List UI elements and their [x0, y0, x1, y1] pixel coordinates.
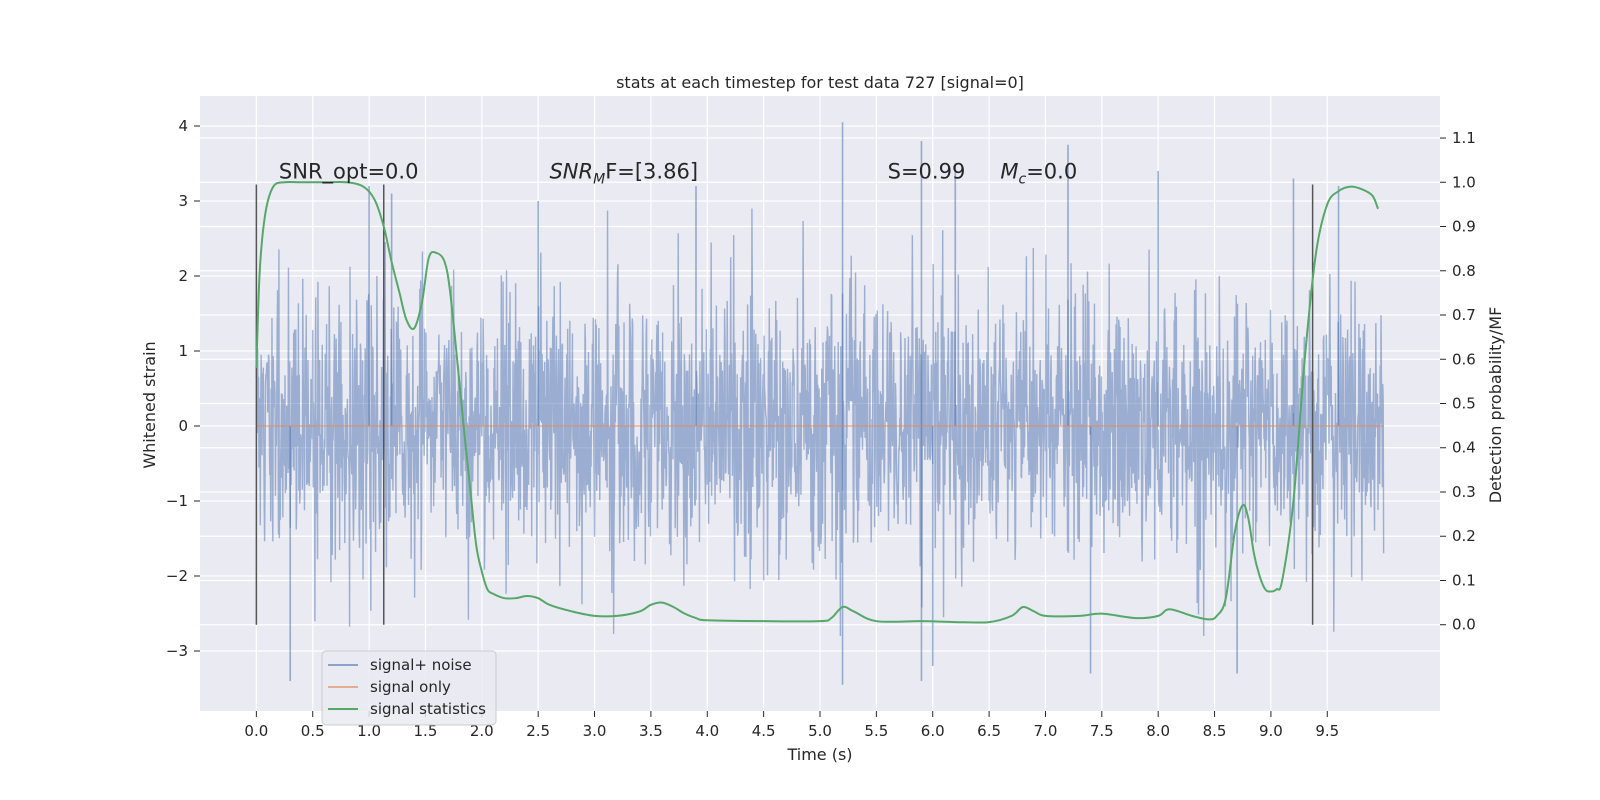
x-tick-label: 8.5	[1203, 722, 1227, 740]
legend-box	[321, 650, 497, 726]
annotation-text: SNRMF=[3.86]	[549, 160, 698, 188]
y2-tick-label: 0.4	[1452, 439, 1476, 457]
y2-axis-label: Detection probability/MF	[1486, 307, 1505, 504]
x-tick-label: 5.0	[808, 722, 832, 740]
y-axis-ticks: −3 −2 −1 0 1 2 3 4	[166, 117, 200, 660]
y-tick-label: 0	[178, 417, 188, 435]
y-tick-label: −2	[166, 567, 188, 585]
x-tick-label: 0.0	[244, 722, 268, 740]
legend-label: signal statistics	[370, 700, 486, 718]
x-tick-label: 1.0	[357, 722, 381, 740]
signal-plus-noise-series	[255, 122, 1385, 685]
y-tick-label: −3	[166, 642, 188, 660]
annotation-text: Mc=0.0	[1000, 160, 1077, 188]
y2-tick-label: 0.1	[1452, 571, 1476, 589]
x-tick-label: 0.5	[301, 722, 325, 740]
x-tick-label: 4.0	[695, 722, 719, 740]
y-tick-label: −1	[166, 492, 188, 510]
x-tick-label: 8.0	[1146, 722, 1170, 740]
annotation-text: S=0.99	[888, 160, 966, 184]
chart-title: stats at each timestep for test data 727…	[616, 73, 1024, 92]
x-tick-label: 1.5	[414, 722, 438, 740]
x-tick-label: 9.0	[1259, 722, 1283, 740]
x-tick-label: 3.0	[583, 722, 607, 740]
x-tick-label: 6.5	[977, 722, 1001, 740]
annotations: SNR_opt=0.0 SNRMF=[3.86] S=0.99 Mc=0.0	[279, 160, 1077, 188]
y-axis-label: Whitened strain	[140, 341, 159, 468]
x-tick-label: 2.5	[526, 722, 550, 740]
y2-axis-ticks: 0.0 0.1 0.2 0.3 0.4 0.5 0.6 0.7 0.8 0.9 1.0 1.1	[1440, 129, 1476, 634]
legend-label: signal only	[370, 678, 451, 696]
x-tick-label: 7.0	[1034, 722, 1058, 740]
y2-tick-label: 0.2	[1452, 527, 1476, 545]
vertical-markers	[255, 184, 1314, 625]
y2-tick-label: 0.3	[1452, 483, 1476, 501]
y2-tick-label: 0.8	[1452, 262, 1476, 280]
x-tick-label: 2.0	[470, 722, 494, 740]
x-tick-label: 3.5	[639, 722, 663, 740]
y2-tick-label: 0.6	[1452, 350, 1476, 368]
y2-tick-label: 1.1	[1452, 129, 1476, 147]
x-tick-label: 5.5	[864, 722, 888, 740]
y2-tick-label: 0.5	[1452, 395, 1476, 413]
x-tick-label: 4.5	[752, 722, 776, 740]
y2-tick-label: 1.0	[1452, 173, 1476, 191]
x-tick-label: 7.5	[1090, 722, 1114, 740]
signal-statistics-line	[255, 180, 1379, 624]
x-axis-ticks: 0.0 0.5 1.0 1.5 2.0 2.5 3.0 3.5 4.0 4.5 5.0 5.5 6.0 6…	[244, 711, 1339, 740]
x-axis-label: Time (s)	[786, 745, 852, 764]
y-tick-label: 1	[178, 342, 188, 360]
signal-plus-noise-line	[255, 208, 1385, 637]
legend-label: signal+ noise	[370, 656, 472, 674]
y2-tick-label: 0.9	[1452, 218, 1476, 236]
x-tick-label: 9.5	[1315, 722, 1339, 740]
y2-tick-label: 0.0	[1452, 616, 1476, 634]
y-tick-label: 4	[178, 117, 188, 135]
signal-statistics-series	[255, 180, 1379, 624]
legend: signal+ noise signal only signal statistic…	[321, 650, 497, 726]
y-tick-label: 3	[178, 192, 188, 210]
annotation-text: SNR_opt=0.0	[279, 160, 419, 185]
x-tick-label: 6.0	[921, 722, 945, 740]
y-tick-label: 2	[178, 267, 188, 285]
y2-tick-label: 0.7	[1452, 306, 1476, 324]
